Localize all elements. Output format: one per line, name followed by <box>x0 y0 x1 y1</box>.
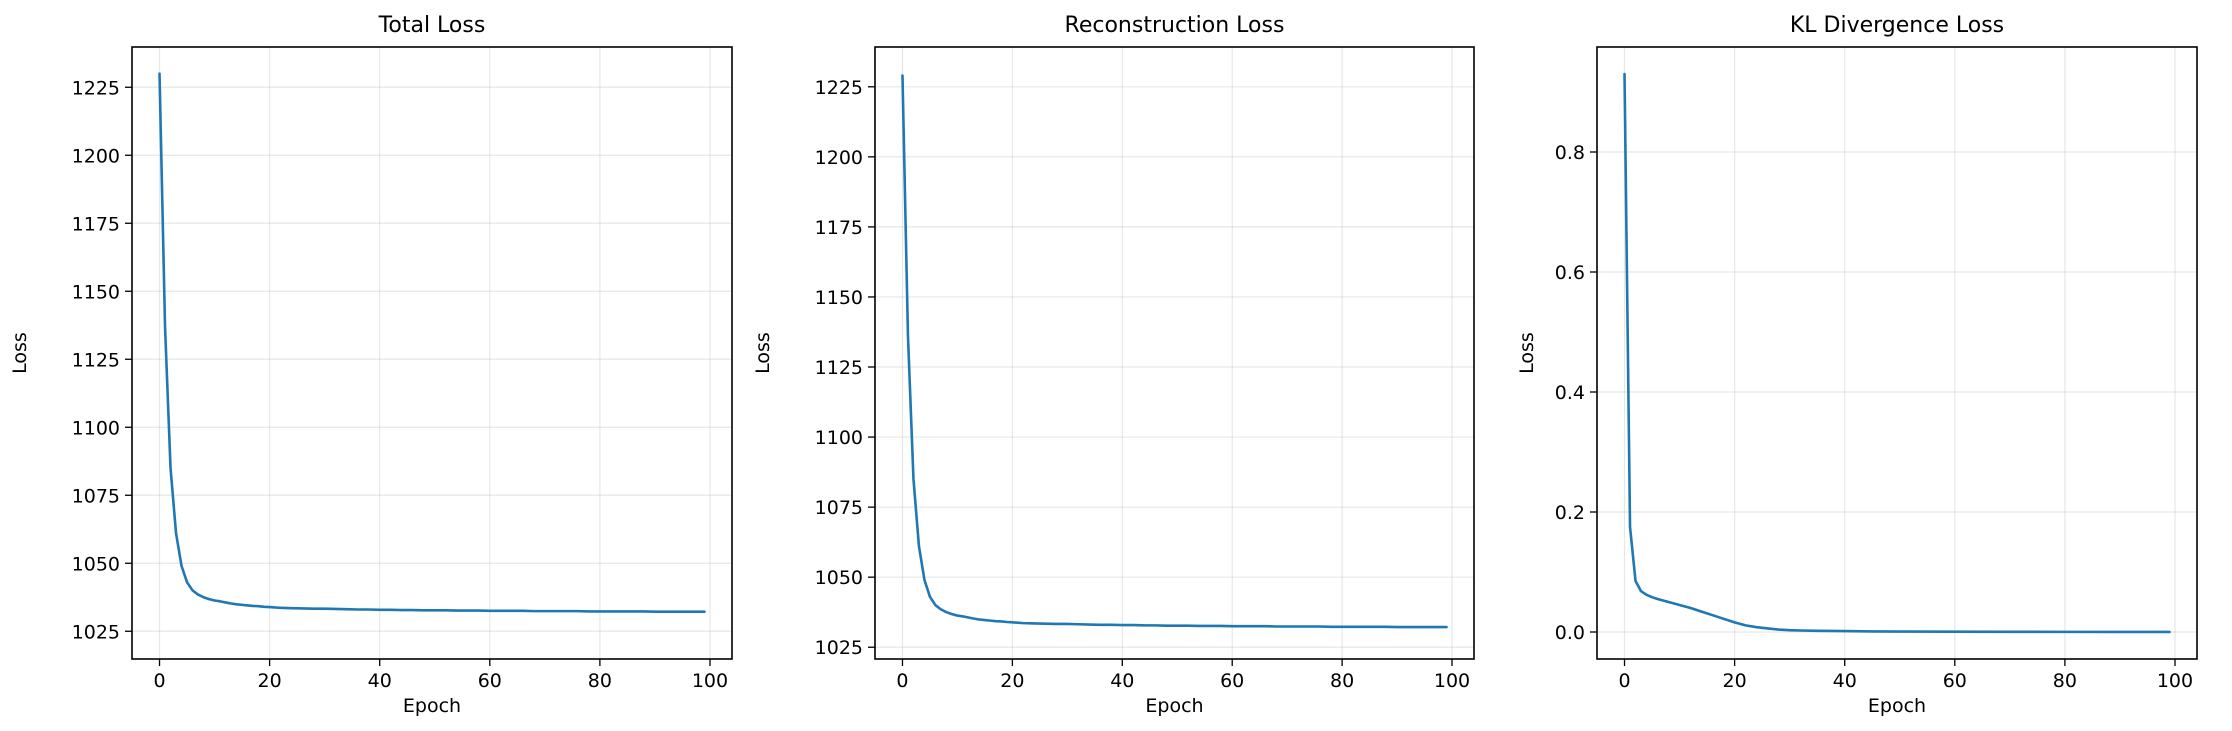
panel-kl-divergence-loss: KL Divergence Loss Epoch Loss 0 20 40 60 80 1… <box>1516 13 2198 717</box>
y-tick-label: 1075 <box>72 485 120 507</box>
y-tick-label: 0.4 <box>1555 382 1585 404</box>
grid <box>132 47 732 659</box>
series-line <box>1623 72 2171 634</box>
y-tick-label: 1125 <box>72 349 120 371</box>
y-tick-label: 1100 <box>815 427 863 449</box>
y-tick-label: 1075 <box>815 497 863 519</box>
y-tick-label: 1025 <box>815 637 863 659</box>
y-tick-label: 1225 <box>815 77 863 99</box>
x-tick-label: 100 <box>1434 670 1470 692</box>
x-tick-label: 0 <box>153 670 165 692</box>
x-axis-label: Epoch <box>1868 695 1926 717</box>
y-tick-label: 1125 <box>815 357 863 379</box>
x-tick-label: 100 <box>2157 670 2193 692</box>
y-tick-label: 1200 <box>72 145 120 167</box>
x-tick-label: 80 <box>588 670 612 692</box>
x-tick-label: 80 <box>1330 670 1354 692</box>
x-tick-label: 80 <box>2053 670 2077 692</box>
y-tick-label: 1025 <box>72 621 120 643</box>
y-tick-label: 1050 <box>815 567 863 589</box>
x-tick-label: 0 <box>1618 670 1630 692</box>
x-tick-label: 0 <box>896 670 908 692</box>
y-tick-label: 0.6 <box>1555 262 1585 284</box>
chart-title: Reconstruction Loss <box>1065 13 1285 38</box>
series-line <box>901 74 1448 629</box>
chart-title: KL Divergence Loss <box>1790 13 2004 38</box>
panel-total-loss: Total Loss Epoch Loss 0 20 40 60 80 100 1025 10… <box>9 13 733 717</box>
x-tick-label: 60 <box>1220 670 1244 692</box>
y-axis-label: Loss <box>1516 332 1538 374</box>
y-tick-label: 1150 <box>815 287 863 309</box>
plot-frame <box>131 46 733 660</box>
x-axis-label: Epoch <box>403 695 461 717</box>
x-tick-label: 20 <box>258 670 282 692</box>
plot-frame <box>874 46 1475 660</box>
x-tick-label: 40 <box>1833 670 1857 692</box>
x-tick-label: 40 <box>368 670 392 692</box>
y-tick-label: 1175 <box>72 213 120 235</box>
y-tick-label: 0.2 <box>1555 502 1585 524</box>
y-tick-label: 1175 <box>815 217 863 239</box>
panel-reconstruction-loss: Reconstruction Loss Epoch Loss 0 20 40 60 80… <box>752 13 1475 717</box>
x-tick-label: 20 <box>1723 670 1747 692</box>
x-axis-label: Epoch <box>1145 695 1203 717</box>
chart-title: Total Loss <box>378 13 486 38</box>
y-tick-label: 1100 <box>72 417 120 439</box>
y-tick-label: 1200 <box>815 147 863 169</box>
x-tick-label: 100 <box>692 670 728 692</box>
y-tick-label: 1225 <box>72 77 120 99</box>
x-tick-label: 20 <box>1000 670 1024 692</box>
plot-frame <box>1596 46 2198 660</box>
y-tick-label: 1050 <box>72 553 120 575</box>
x-tick-label: 60 <box>1943 670 1967 692</box>
y-axis-label: Loss <box>9 332 31 374</box>
series-line <box>158 72 706 613</box>
grid <box>875 47 1474 659</box>
x-tick-label: 40 <box>1110 670 1134 692</box>
y-tick-label: 0.8 <box>1555 142 1585 164</box>
x-tick-label: 60 <box>478 670 502 692</box>
y-tick-label: 0.0 <box>1555 622 1585 644</box>
y-tick-label: 1150 <box>72 281 120 303</box>
y-axis-label: Loss <box>752 332 774 374</box>
